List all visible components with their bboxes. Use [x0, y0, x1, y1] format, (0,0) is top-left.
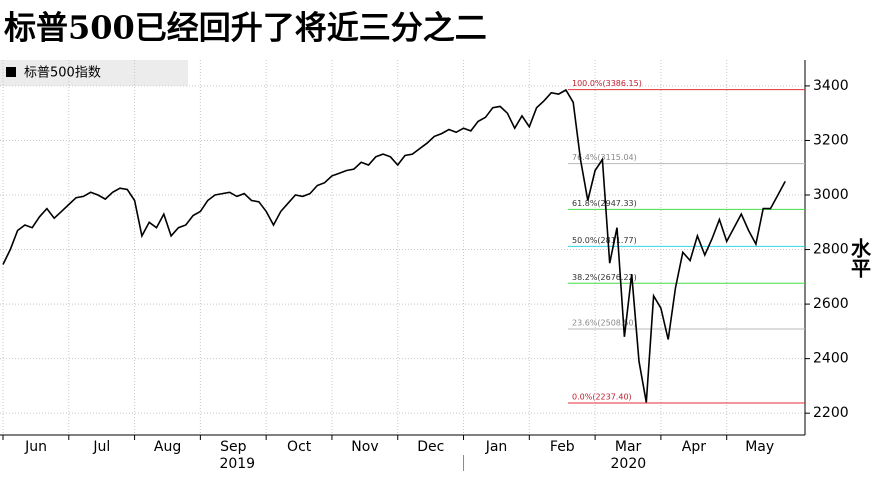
legend-box	[0, 60, 188, 86]
year-label: 2020	[611, 456, 647, 472]
legend-label: 标普500指数	[24, 66, 101, 81]
x-tick-label: Oct	[287, 439, 312, 455]
year-label: 2019	[219, 456, 255, 472]
x-tick-label: Jul	[92, 439, 110, 455]
level-label: 50.0%(2811.77)	[572, 236, 637, 245]
y-tick-label: 2400	[813, 351, 849, 367]
price-line	[2, 88, 786, 403]
x-tick-label: Feb	[550, 439, 575, 455]
x-tick-label: Dec	[417, 439, 444, 455]
level-label: 0.0%(2237.40)	[572, 392, 632, 401]
level-label: 61.8%(2947.33)	[572, 199, 637, 208]
x-tick-label: Apr	[682, 439, 706, 455]
level-label: 23.6%(2508.50)	[572, 319, 637, 328]
y-tick-label: 2800	[813, 242, 849, 258]
x-tick-label: Jun	[24, 439, 47, 455]
x-tick-label: Mar	[615, 439, 642, 455]
y-tick-label: 3200	[813, 132, 849, 148]
y-axis-label: 水平	[848, 238, 872, 278]
chart-title: 标普500已经回升了将近三分之二	[4, 9, 487, 47]
x-tick-label: Jan	[485, 439, 508, 455]
x-tick-label: Sep	[220, 439, 247, 455]
x-tick-label: Nov	[351, 439, 378, 455]
legend-swatch	[6, 67, 16, 77]
x-tick-label: May	[745, 439, 774, 455]
y-tick-label: 2600	[813, 296, 849, 312]
y-tick-label: 3400	[813, 78, 849, 94]
level-label: 38.2%(2676.22)	[572, 273, 637, 282]
level-label: 100.0%(3386.15)	[572, 79, 642, 88]
y-tick-label: 2200	[813, 405, 849, 421]
x-tick-label: Aug	[154, 439, 181, 455]
y-tick-label: 3000	[813, 187, 849, 203]
level-label: 76.4%(3115.04)	[572, 153, 637, 162]
